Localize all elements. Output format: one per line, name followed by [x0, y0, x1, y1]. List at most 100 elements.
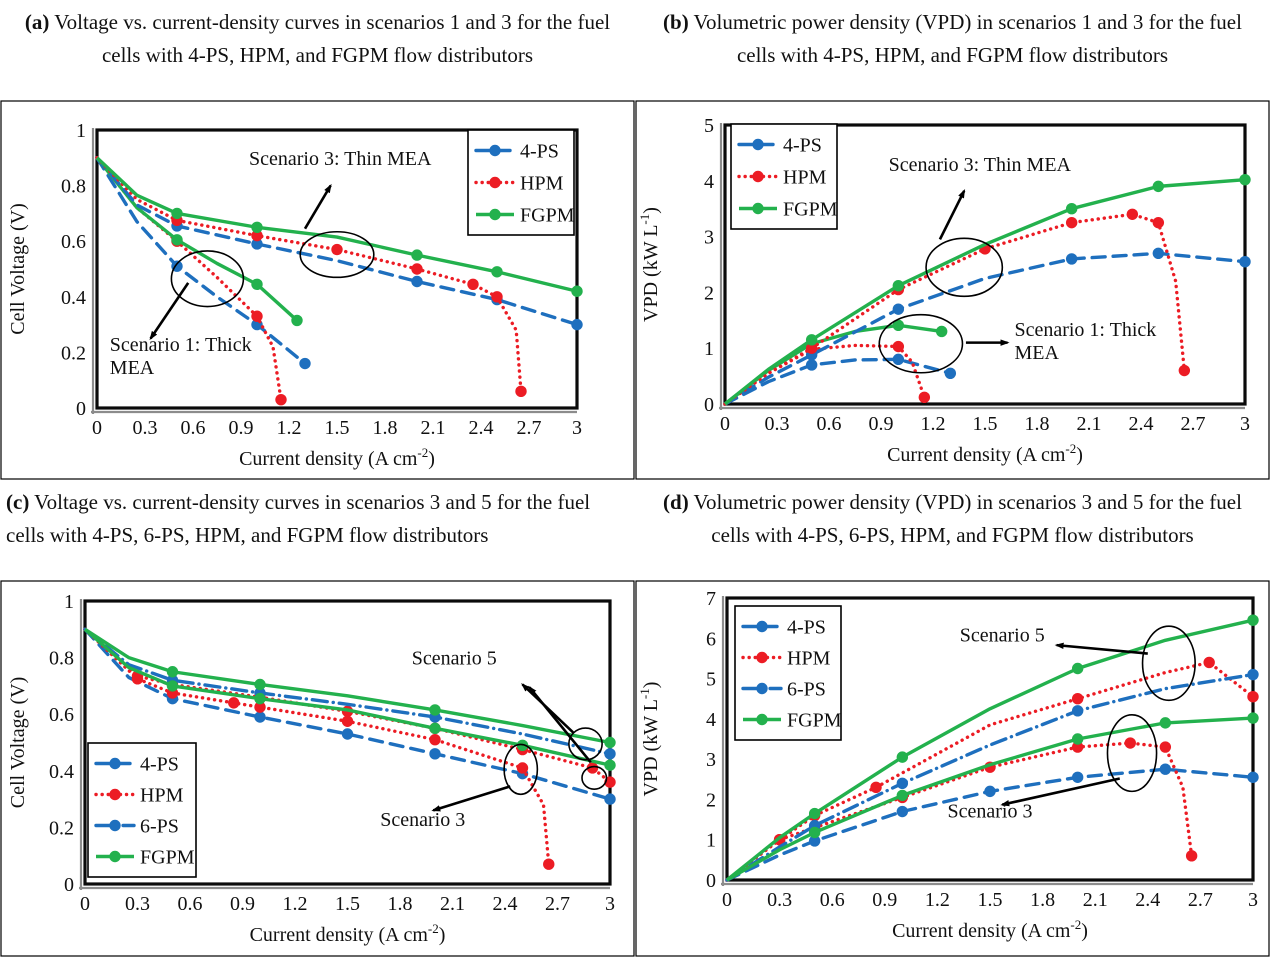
x-tick-label: 0.3: [767, 889, 792, 911]
data-point-marker: [984, 785, 996, 798]
legend-label: FGPM: [520, 205, 575, 227]
series-line-5-FGPM: [725, 618, 1254, 882]
legend-marker-6-PS: [756, 682, 768, 695]
panel-c-title: (c) Voltage vs. current-density curves i…: [0, 480, 635, 580]
x-tick-label: 2.4: [469, 417, 494, 439]
x-tick-label: 0.9: [230, 893, 255, 915]
data-point-marker: [411, 275, 423, 288]
series-markers-5-FGPM: [808, 614, 1259, 820]
x-tick-label: 0.6: [178, 893, 203, 915]
y-tick-label: 0.2: [61, 342, 86, 364]
x-tick-label: 2.4: [1135, 889, 1160, 911]
legend-label: FGPM: [140, 847, 195, 869]
legend-box: [734, 605, 842, 741]
legend-marker-FGPM: [756, 713, 768, 726]
panel-d: (d) Volumetric power density (VPD) in sc…: [635, 480, 1270, 959]
data-point-marker: [571, 285, 583, 297]
data-point-marker: [166, 666, 179, 678]
legend-label: HPM: [520, 173, 564, 195]
data-point-marker: [251, 229, 263, 242]
y-tick-label: 0: [706, 870, 716, 892]
annotation-ellipse: [503, 743, 539, 796]
annotation-ellipse: [1141, 625, 1196, 702]
x-tick-label: 2.4: [1129, 413, 1154, 435]
data-point-marker: [1239, 173, 1251, 186]
x-tick-label: 1.5: [325, 417, 350, 439]
annotation-ellipse: [568, 727, 603, 761]
y-axis-label: Cell Voltage (V): [7, 203, 29, 334]
y-tick-label: 6: [706, 628, 716, 650]
x-tick-label: 0: [92, 417, 102, 439]
series-line-3-4-PS: [723, 251, 1247, 406]
data-point-marker: [1071, 705, 1084, 717]
y-axis-label: Cell Voltage (V): [7, 677, 29, 808]
legend-label: 6-PS: [787, 679, 826, 701]
data-point-marker: [1071, 693, 1084, 705]
data-point-marker: [808, 835, 821, 847]
legend-marker-HPM: [752, 170, 764, 183]
data-point-marker: [1071, 733, 1084, 745]
x-axis-label: Current density (A cm-2): [239, 445, 435, 470]
data-point-marker: [254, 678, 266, 691]
annotation-ellipse: [299, 230, 375, 279]
legend-marker-4-PS: [752, 138, 764, 151]
annotation-ellipse: [1106, 714, 1158, 793]
panel-d-title-text: Volumetric power density (VPD) in scenar…: [688, 490, 1242, 547]
x-tick-label: 2.1: [1077, 413, 1102, 435]
x-tick-label: 3: [572, 417, 582, 439]
x-tick-label: 0.9: [229, 417, 254, 439]
x-tick-label: 0.6: [817, 413, 842, 435]
x-tick-label: 2.7: [1181, 413, 1206, 435]
data-point-marker: [515, 385, 527, 398]
legend-marker-HPM: [756, 651, 768, 664]
panel-c: (c) Voltage vs. current-density curves i…: [0, 480, 635, 959]
data-point-marker: [935, 325, 948, 338]
annotation-ellipse: [170, 250, 245, 308]
legend-label: 4-PS: [787, 617, 826, 639]
x-tick-label: 3: [1248, 889, 1258, 911]
data-point-marker: [1065, 203, 1078, 215]
legend: 4-PS HPM 6-PS FGPM: [734, 605, 842, 741]
x-tick-label: 1.2: [283, 893, 308, 915]
data-point-marker: [892, 353, 905, 366]
x-tick-label: 1.8: [373, 417, 398, 439]
series-line-5-6-PS: [725, 672, 1255, 882]
y-tick-label: 7: [706, 588, 716, 610]
data-point-marker: [341, 715, 354, 727]
data-point-marker: [805, 359, 818, 371]
annotation-arrow: [149, 282, 190, 341]
x-tick-label: 0: [720, 413, 730, 435]
data-point-marker: [944, 367, 957, 380]
x-tick-label: 0.3: [133, 417, 158, 439]
annotation-text: Scenario 5: [960, 625, 1045, 647]
series-markers-1-FGPM: [171, 234, 303, 327]
y-tick-label: 1: [706, 830, 716, 852]
y-tick-label: 5: [706, 669, 716, 691]
y-tick-label: 1: [64, 591, 74, 613]
data-point-marker: [251, 221, 263, 233]
x-tick-label: 2.7: [517, 417, 542, 439]
annotation-ellipse: [581, 765, 608, 790]
x-tick-label: 2.7: [1188, 889, 1213, 911]
data-point-marker: [331, 243, 343, 256]
series-markers-3-FGPM: [805, 173, 1251, 346]
y-tick-label: 2: [704, 282, 714, 304]
legend-marker-HPM: [489, 176, 501, 189]
x-tick-label: 2.4: [493, 893, 518, 915]
data-point-marker: [896, 751, 909, 763]
x-tick-label: 2.7: [545, 893, 570, 915]
series-markers-5-6-PS: [808, 668, 1259, 832]
data-point-marker: [1203, 656, 1215, 669]
data-point-marker: [892, 340, 905, 353]
legend-marker-4-PS: [756, 620, 768, 633]
data-point-marker: [892, 303, 905, 315]
panel-a-title: (a) Voltage vs. current-density curves i…: [0, 0, 635, 100]
annotation-text: Scenario 3: Thin MEA: [889, 154, 1072, 176]
data-point-marker: [429, 704, 441, 716]
data-point-marker: [491, 291, 503, 303]
legend-marker-6-PS: [109, 819, 121, 832]
data-point-marker: [1071, 771, 1084, 783]
data-point-marker: [291, 314, 303, 327]
x-tick-label: 3: [605, 893, 615, 915]
data-point-marker: [251, 238, 263, 250]
